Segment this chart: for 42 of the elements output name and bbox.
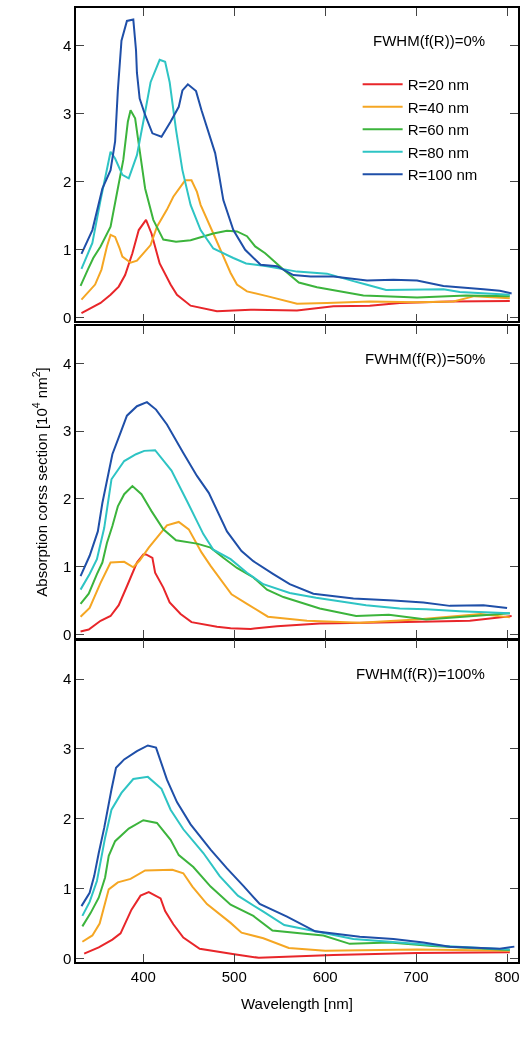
line-series	[83, 891, 511, 959]
y-tick-label: 4	[62, 670, 72, 688]
line-series	[80, 218, 511, 315]
y-tick-label: 4	[62, 36, 72, 54]
y-tick-label: 1	[62, 241, 72, 259]
line-series	[81, 819, 511, 952]
line-series	[81, 775, 511, 951]
y-tick-label: 2	[62, 490, 72, 508]
y-tick-label: 0	[62, 309, 72, 327]
line-series	[80, 179, 511, 305]
y-tick-label: 1	[62, 879, 72, 897]
legend-label: R=20 nm	[407, 76, 469, 94]
line-series	[81, 868, 511, 952]
line-series	[80, 58, 511, 296]
y-tick-label: 0	[62, 625, 72, 643]
line-series	[79, 449, 511, 615]
y-tick-label: 3	[62, 740, 72, 758]
x-tick-label: 500	[221, 967, 247, 985]
y-tick-label: 3	[62, 104, 72, 122]
y-tick-label: 2	[62, 810, 72, 828]
x-axis-title: Wavelength [nm]	[241, 995, 353, 1013]
line-series	[79, 553, 513, 633]
line-series	[80, 18, 513, 295]
line-series	[80, 744, 516, 950]
x-tick-label: 400	[130, 967, 156, 985]
legend-label: R=40 nm	[407, 98, 469, 116]
line-series	[79, 520, 511, 624]
x-tick-label: 700	[403, 967, 429, 985]
y-tick-label: 4	[62, 354, 72, 372]
annotation: FWHM(f(R))=0%	[373, 32, 486, 49]
x-tick-label: 600	[312, 967, 338, 985]
annotation: FWHM(f(R))=100%	[356, 665, 485, 682]
x-tick-label: 800	[494, 967, 520, 985]
annotation: FWHM(f(R))=50%	[365, 350, 486, 367]
y-tick-label: 1	[62, 557, 72, 575]
legend-label: R=100 nm	[407, 166, 478, 184]
legend-label: R=60 nm	[407, 121, 469, 139]
y-tick-label: 0	[62, 949, 72, 967]
y-tick-label: 2	[62, 172, 72, 190]
line-series	[79, 401, 509, 609]
legend-label: R=80 nm	[407, 143, 469, 161]
y-tick-label: 3	[62, 422, 72, 440]
